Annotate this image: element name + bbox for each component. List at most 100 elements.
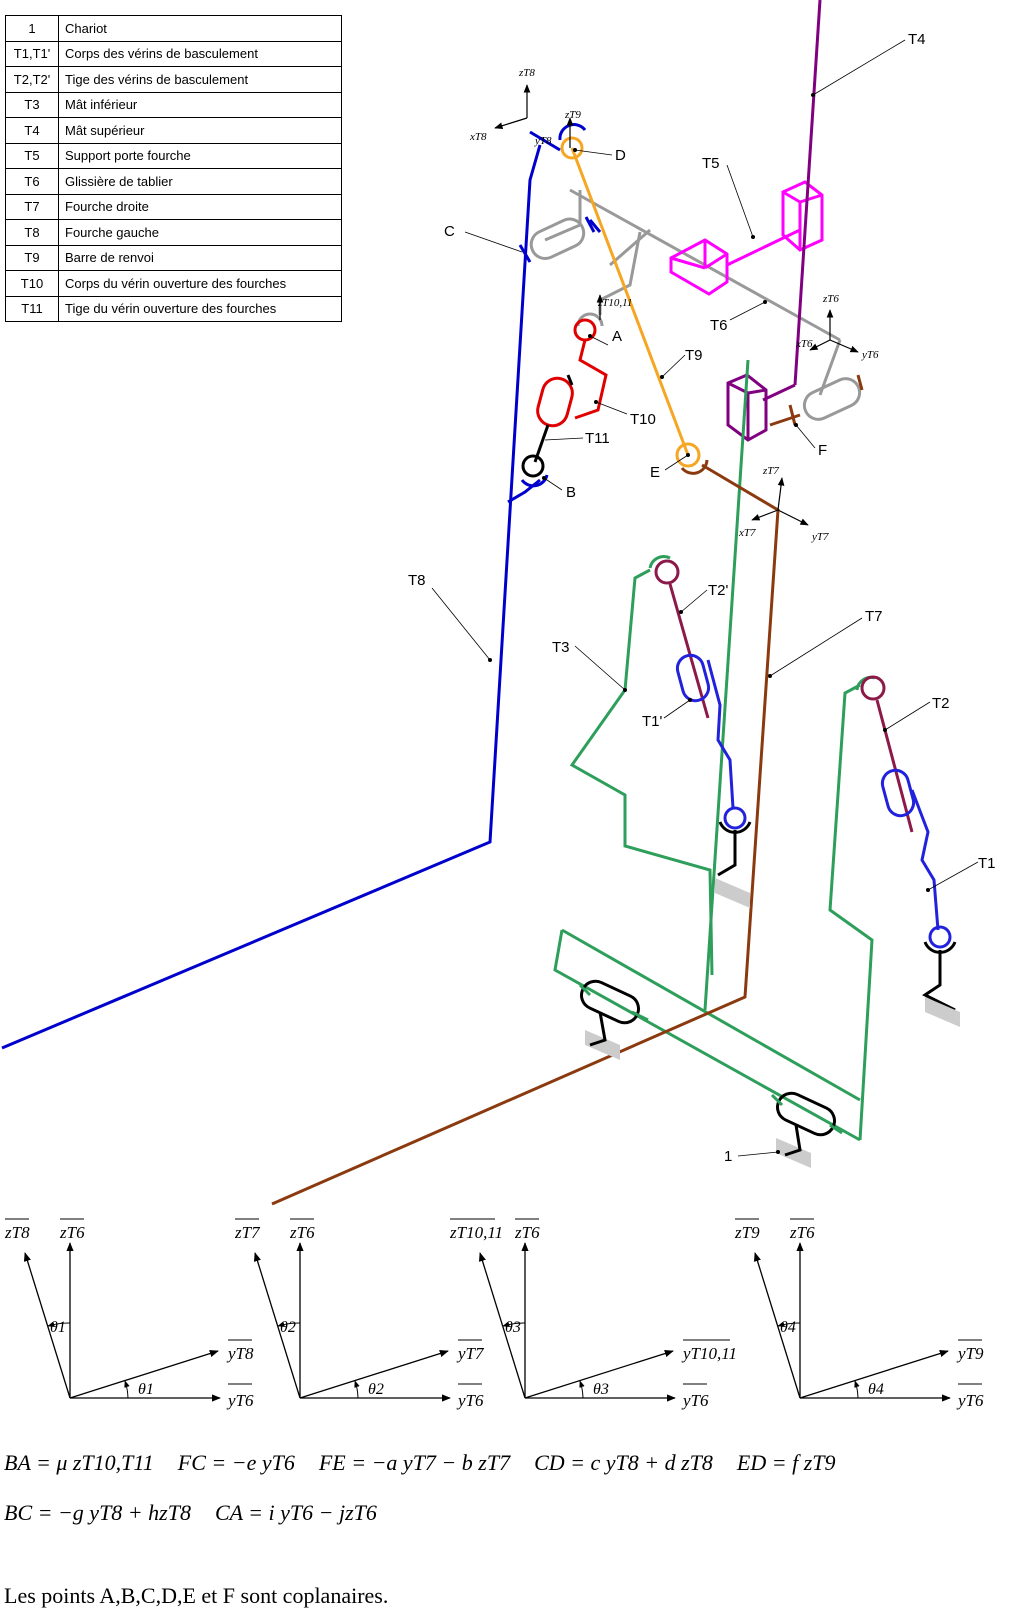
axis-label-y-t6: yT6 <box>956 1391 984 1410</box>
legend-label: Fourche droite <box>58 193 342 220</box>
axis-label-y-t6: yT6 <box>226 1391 254 1410</box>
legend-label: Tige du vérin ouverture des fourches <box>58 295 342 322</box>
equation: FE = −a yT7 − b zT7 <box>318 1450 511 1475</box>
legend-key: T9 <box>5 244 59 271</box>
label-t2p: T2' <box>708 582 729 599</box>
axis-label-z-t6: zT6 <box>514 1223 540 1242</box>
mast-lower-t3 <box>553 359 874 1142</box>
label-t2: T2 <box>932 695 950 712</box>
point-f: F <box>818 442 827 459</box>
angle-label-upper: θ4 <box>780 1319 796 1336</box>
axis-label-z-t6: zT6 <box>789 1223 815 1242</box>
axis-label-top: zT9 <box>734 1223 760 1242</box>
angle-label-lower: θ2 <box>368 1381 384 1398</box>
label-t3: T3 <box>552 639 570 656</box>
fork-left-t8 <box>1 130 596 1050</box>
fork-right-t7 <box>271 374 864 1206</box>
coplanar-note: Les points A,B,C,D,E et F sont coplanair… <box>4 1583 389 1608</box>
legend-row: T5 Support porte fourche <box>5 142 342 169</box>
angle-figure-4: zT9 zT6 yT9 yT6 θ4 θ4 <box>734 1218 984 1410</box>
bar-t9 <box>560 136 701 468</box>
axis-label-tilted: yT8 <box>226 1344 254 1363</box>
equation: CA = i yT6 − jzT6 <box>214 1500 377 1525</box>
axis-z-t6: zT6 <box>822 293 839 305</box>
angle-label-upper: θ2 <box>280 1319 296 1336</box>
angle-figure-1: zT8 zT6 yT8 yT6 θ1 θ1 <box>4 1218 254 1410</box>
label-t4: T4 <box>908 31 926 48</box>
equations-line-2: BC = −g yT8 + hzT8 CA = i yT6 − jzT6 <box>4 1500 401 1526</box>
ground-pivot-left <box>578 878 960 1060</box>
label-t9: T9 <box>685 347 703 364</box>
equations-line-1: BA = μ zT10,T11 FC = −e yT6 FE = −a yT7 − … <box>4 1450 860 1476</box>
angle-label-lower: θ3 <box>593 1381 609 1398</box>
angle-label-lower: θ4 <box>868 1381 884 1398</box>
point-c: C <box>444 223 455 240</box>
point-b: B <box>566 484 576 501</box>
legend-key: T2,T2' <box>5 66 59 93</box>
equation: CD = c yT8 + d zT8 <box>534 1450 713 1475</box>
angle-figure-3: zT10,11 zT6 yT10,11 yT6 θ3 θ3 <box>449 1218 737 1410</box>
frame-t8-axes <box>494 84 859 526</box>
axis-label-tilted: yT9 <box>956 1344 984 1363</box>
axis-label-tilted: yT7 <box>456 1344 485 1363</box>
rod-t11 <box>521 374 574 478</box>
joint-dots <box>488 93 930 1154</box>
legend-row: T4 Mât supérieur <box>5 117 342 144</box>
angle-figure-2: zT7 zT6 yT7 yT6 θ2 θ2 <box>234 1218 485 1410</box>
point-d: D <box>615 147 626 164</box>
axis-label-y-t6: yT6 <box>456 1391 484 1410</box>
axis-label-top: zT7 <box>234 1223 261 1242</box>
axis-x-t7: xT7 <box>738 527 756 539</box>
legend-row: T3 Mât inférieur <box>5 91 342 118</box>
equation: BA = μ zT10,T11 <box>4 1450 154 1475</box>
point-e: E <box>650 464 660 481</box>
axis-y-t8: yT8 <box>534 135 552 147</box>
equation: BC = −g yT8 + hzT8 <box>4 1500 191 1525</box>
axis-z-t9: zT9 <box>564 109 581 121</box>
label-chariot: 1 <box>724 1148 732 1165</box>
legend-key: T3 <box>5 91 59 118</box>
mast-upper-t4 <box>726 0 822 442</box>
legend-label: Glissière de tablier <box>58 168 342 195</box>
angle-label-upper: θ1 <box>50 1319 66 1336</box>
label-t1: T1 <box>978 855 996 872</box>
axis-z-t8: zT8 <box>518 67 535 79</box>
axis-y-t6: yT6 <box>861 349 879 361</box>
axis-x-t8: xT8 <box>469 131 487 143</box>
angle-label-upper: θ3 <box>505 1319 521 1336</box>
legend-label: Corps du vérin ouverture des fourches <box>58 270 342 297</box>
point-a: A <box>612 328 622 345</box>
label-t11: T11 <box>585 430 610 447</box>
legend-row: T2,T2' Tige des vérins de basculement <box>5 66 342 93</box>
legend-key: T11 <box>5 295 59 322</box>
legend-label: Mât inférieur <box>58 91 342 118</box>
axis-label-z-t6: zT6 <box>289 1223 315 1242</box>
leader-lines <box>431 39 979 1157</box>
cylinder-t10 <box>536 318 608 428</box>
label-t10: T10 <box>630 411 656 428</box>
axis-z-t1011: zT10,11 <box>597 297 632 309</box>
legend-row: T8 Fourche gauche <box>5 219 342 246</box>
legend-row: T11 Tige du vérin ouverture des fourches <box>5 295 342 322</box>
legend-label: Fourche gauche <box>58 219 342 246</box>
axis-z-t7: zT7 <box>762 465 779 477</box>
label-t5: T5 <box>702 155 720 172</box>
axis-label-top: zT8 <box>4 1223 30 1242</box>
label-t1p: T1' <box>642 713 663 730</box>
tilt-cylinder-left <box>648 555 752 877</box>
equation: FC = −e yT6 <box>177 1450 295 1475</box>
axis-label-y-t6: yT6 <box>681 1391 709 1410</box>
joint-e-clevis <box>680 459 709 475</box>
legend-row: T6 Glissière de tablier <box>5 168 342 195</box>
joint-d-clevis <box>558 123 587 141</box>
tilt-cylinder-right <box>855 675 957 1012</box>
axis-label-tilted: yT10,11 <box>681 1344 737 1363</box>
axis-y-t7: yT7 <box>811 531 829 543</box>
label-t8: T8 <box>408 572 426 589</box>
support-t5 <box>669 180 824 296</box>
slide-t6 <box>529 188 862 421</box>
axis-label-z-t6: zT6 <box>59 1223 85 1242</box>
legend-table: 1 Chariot T1,T1' Corps des vérins de bascul… <box>5 15 342 322</box>
